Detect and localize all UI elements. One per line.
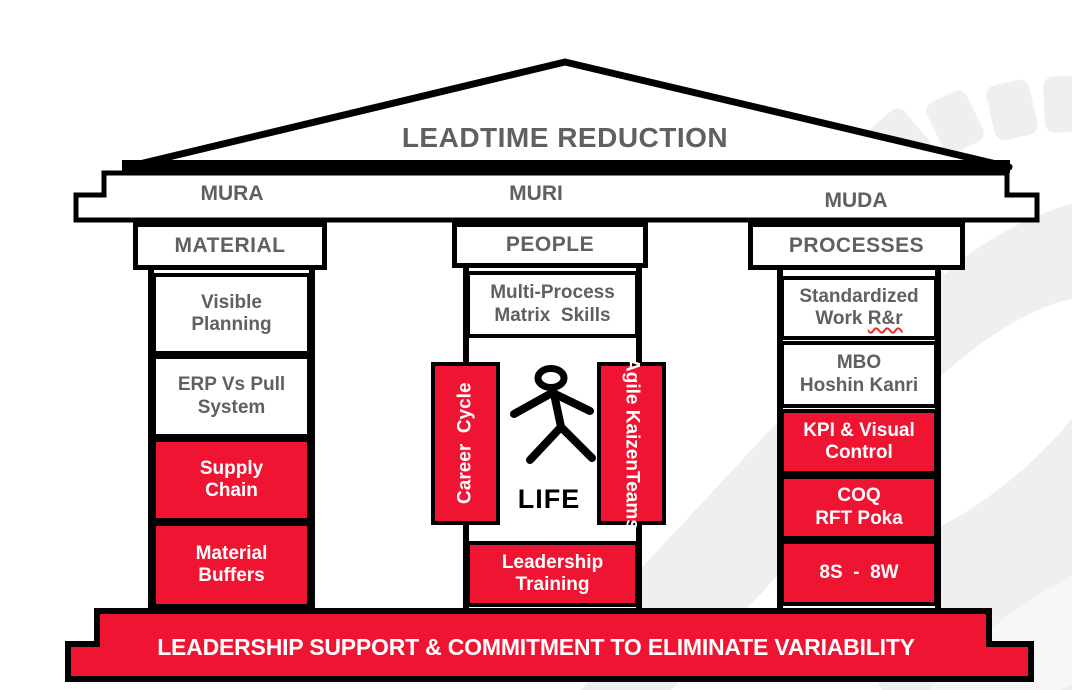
box-leadership-training: Leadership Training <box>466 541 639 607</box>
stick-figure-icon <box>510 365 596 464</box>
base-plinth <box>65 608 1034 682</box>
box-agile-kaizen-teams: Agile Kaizen Teams <box>597 358 666 529</box>
beam <box>73 170 1040 223</box>
roof-title: LEADTIME REDUCTION <box>401 122 729 153</box>
pillar-header-people: PEOPLE <box>452 222 648 268</box>
roof-base-bar <box>122 160 1010 173</box>
box-visible-planning: Visible Planning <box>152 273 311 355</box>
box-multi-process-matrix-skills: Multi-Process Matrix Skills <box>466 271 639 338</box>
box-erp-vs-pull: ERP Vs Pull System <box>152 355 311 438</box>
pillar-header-material: MATERIAL <box>133 222 327 270</box>
box-material-buffers: Material Buffers <box>152 522 311 608</box>
box-mbo-hoshin-kanri: MBO Hoshin Kanri <box>780 341 938 408</box>
box-8s-8w: 8S - 8W <box>780 540 938 606</box>
life-caption: LIFE <box>517 484 581 514</box>
beam-label-muri: MURI <box>509 182 563 205</box>
box-kpi-visual-control: KPI & Visual Control <box>780 409 938 475</box>
beam-label-muda: MUDA <box>824 189 888 212</box>
box-career-cycle: Career Cycle <box>431 362 500 525</box>
beam-label-mura: MURA <box>200 182 264 205</box>
misspelled-word: R&r <box>867 308 903 329</box>
box-supply-chain: Supply Chain <box>152 438 311 522</box>
box-coq-rft-poka: COQ RFT Poka <box>780 475 938 540</box>
base-label: LEADERSHIP SUPPORT & COMMITMENT TO ELIMI… <box>157 634 915 660</box>
pillar-header-processes: PROCESSES <box>748 222 965 270</box>
box-standardized-work: Standardized Work R&r <box>780 276 938 340</box>
